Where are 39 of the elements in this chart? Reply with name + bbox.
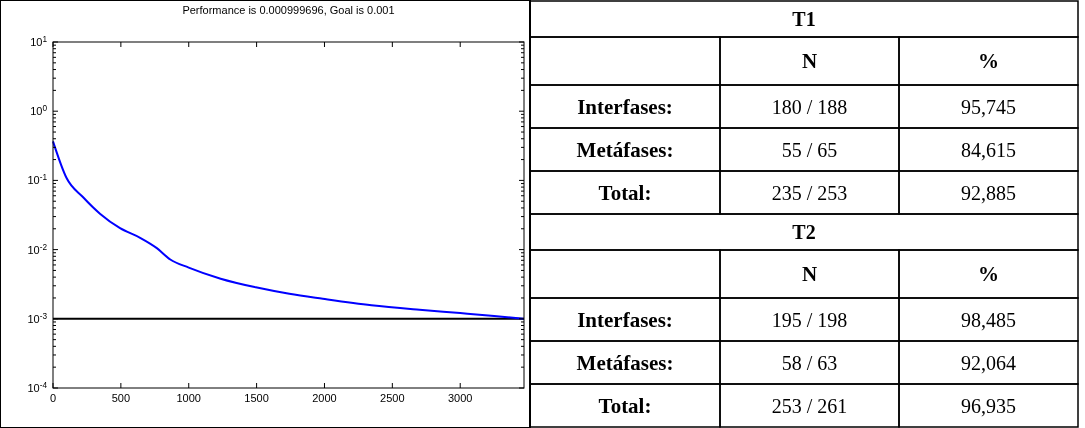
text: % (978, 262, 999, 286)
text: 96,935 (961, 394, 1016, 417)
text: 98,485 (961, 308, 1016, 331)
line-series (52, 140, 525, 320)
x-tick-label: 2000 (312, 392, 337, 404)
text: 195 / 198 (771, 308, 848, 331)
text: Total: (598, 393, 652, 418)
text: Total: (598, 180, 652, 205)
text: Metáfases: (576, 350, 674, 375)
text: 92,064 (961, 351, 1016, 374)
y-tick-label: 10$^{-1}$ (27, 172, 48, 187)
y-tick-label: 10$^{1}$ (30, 34, 48, 48)
x-tick-label: 500 (111, 392, 131, 404)
text: 253 / 261 (771, 394, 848, 417)
text: Interfases: (577, 94, 673, 119)
text: N (801, 49, 818, 73)
text: 84,615 (961, 138, 1016, 161)
x-tick-label: 3000 (447, 392, 473, 404)
text: Interfases: (577, 307, 673, 332)
text: 235 / 253 (771, 181, 848, 204)
y-tick-label: 10$^{-2}$ (27, 242, 48, 256)
text: T2 (792, 221, 816, 243)
x-tick-label: 0 (49, 392, 57, 404)
text: T1 (792, 8, 816, 30)
text: Metáfases: (576, 137, 674, 162)
text: % (978, 49, 999, 73)
x-tick-label: 1500 (244, 392, 269, 404)
text: 55 / 65 (781, 138, 838, 161)
text: 58 / 63 (781, 351, 838, 374)
x-tick-label: 2500 (380, 392, 405, 404)
text: N (801, 262, 818, 286)
x-tick-label: 1000 (176, 392, 201, 404)
text: 95,745 (961, 95, 1016, 118)
y-tick-label: 10$^{-4}$ (27, 380, 48, 394)
text: 180 / 188 (771, 95, 848, 118)
text: 92,885 (961, 181, 1016, 204)
chart-title: Performance is 0.000999696, Goal is 0.001 (182, 4, 395, 16)
y-tick-label: 10$^{-3}$ (27, 311, 48, 325)
y-tick-label: 10$^{0}$ (30, 103, 48, 118)
